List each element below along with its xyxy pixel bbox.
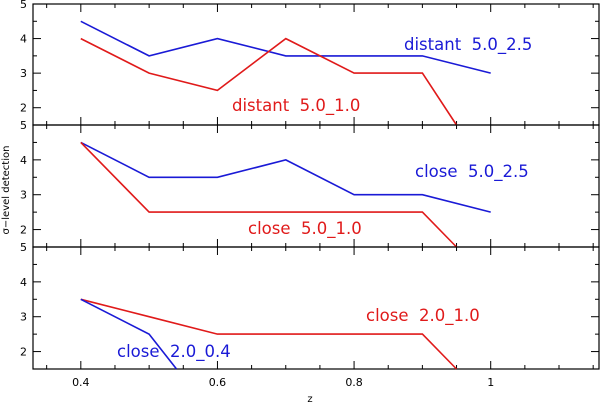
panel-3-y-tick-label: 2 [20,346,27,359]
panel-1-series-2-label: distant 5.0_1.0 [232,96,360,116]
panel-3-series-1-line [80,298,458,370]
panel-3-series-1-label: close 2.0_1.0 [366,306,480,326]
panel-2-series-2-label: close 5.0_1.0 [248,219,362,239]
panel-3-series-2-label: close 2.0_0.4 [117,342,231,362]
x-tick-label: 0.4 [72,376,90,389]
x-tick-label: 0.8 [345,376,363,389]
x-tick-label: 1 [487,376,494,389]
panel-3-series-2-line [80,298,178,370]
panel-2-y-tick-label: 2 [20,224,27,237]
panel-1-y-tick-label: 4 [20,33,27,46]
x-tick-label: 0.6 [209,376,227,389]
panel-3-y-tick-label: 3 [20,311,27,324]
panel-2-y-tick-label: 4 [20,154,27,167]
y-axis-label: σ−level detection [1,146,12,235]
panel-1-series-2-line [80,37,458,126]
panel-1-series-1-line [80,20,491,74]
panel-1-y-tick-label: 5 [20,0,27,11]
x-axis-label: z [307,394,312,405]
panel-2-series-1-label: close 5.0_2.5 [415,162,529,182]
panel-3-y-tick-label: 5 [20,241,27,254]
panel-2-series-2-line [80,141,458,248]
panel-3-frame [32,246,600,370]
panel-3-y-tick-label: 4 [20,276,27,289]
panel-1-y-tick-label: 2 [20,102,27,115]
panel-1-y-tick-label: 3 [20,67,27,80]
panel-1-series-1-label: distant 5.0_2.5 [404,35,532,55]
panel-2-series-1-line [80,141,491,213]
panel-2-y-tick-label: 5 [20,119,27,132]
panel-2-y-tick-label: 3 [20,189,27,202]
